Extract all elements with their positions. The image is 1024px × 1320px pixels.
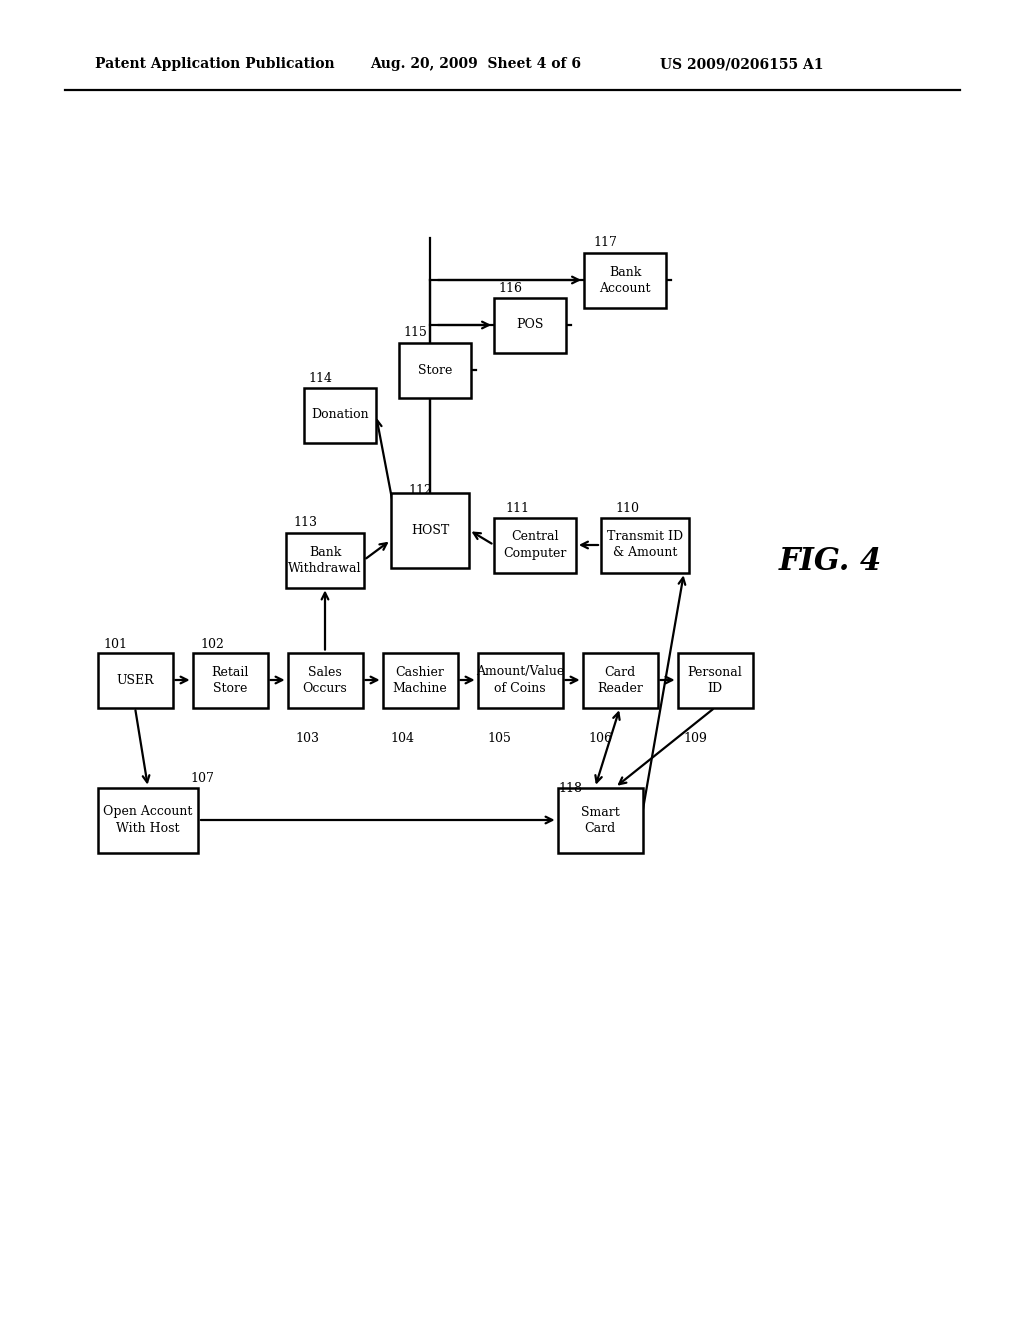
Text: Amount/Value
of Coins: Amount/Value of Coins <box>476 665 564 694</box>
Text: Open Account
With Host: Open Account With Host <box>103 805 193 834</box>
Text: Central
Computer: Central Computer <box>504 531 566 560</box>
Text: HOST: HOST <box>411 524 450 536</box>
Bar <box>383 652 458 708</box>
Bar <box>557 788 642 853</box>
Text: 112: 112 <box>408 483 432 496</box>
Text: 118: 118 <box>558 781 582 795</box>
Bar <box>286 532 364 587</box>
Bar <box>391 492 469 568</box>
Text: 102: 102 <box>200 639 224 652</box>
Text: Bank
Withdrawal: Bank Withdrawal <box>288 545 361 574</box>
Bar <box>97 652 172 708</box>
Bar <box>98 788 198 853</box>
Text: 110: 110 <box>615 502 639 515</box>
Bar <box>494 297 566 352</box>
Bar <box>583 652 657 708</box>
Bar <box>304 388 376 442</box>
Text: 105: 105 <box>487 731 511 744</box>
Text: FIG. 4: FIG. 4 <box>778 546 882 577</box>
Text: 103: 103 <box>295 731 319 744</box>
Text: 113: 113 <box>293 516 317 529</box>
Bar <box>399 342 471 397</box>
Text: Card
Reader: Card Reader <box>597 665 643 694</box>
Bar <box>678 652 753 708</box>
Text: 117: 117 <box>593 236 616 249</box>
Text: Donation: Donation <box>311 408 369 421</box>
Text: 111: 111 <box>505 502 529 515</box>
Bar <box>494 517 575 573</box>
Bar <box>193 652 267 708</box>
Text: 107: 107 <box>190 771 214 784</box>
Text: 116: 116 <box>498 281 522 294</box>
Text: Transmit ID
& Amount: Transmit ID & Amount <box>607 531 683 560</box>
Bar <box>288 652 362 708</box>
Text: US 2009/0206155 A1: US 2009/0206155 A1 <box>660 57 823 71</box>
Text: 101: 101 <box>103 639 127 652</box>
Text: Retail
Store: Retail Store <box>211 665 249 694</box>
Text: Cashier
Machine: Cashier Machine <box>392 665 447 694</box>
Text: 104: 104 <box>390 731 414 744</box>
Bar <box>584 252 666 308</box>
Bar <box>601 517 689 573</box>
Text: 115: 115 <box>403 326 427 339</box>
Text: 114: 114 <box>308 371 332 384</box>
Text: Aug. 20, 2009  Sheet 4 of 6: Aug. 20, 2009 Sheet 4 of 6 <box>370 57 581 71</box>
Text: Personal
ID: Personal ID <box>688 665 742 694</box>
Text: POS: POS <box>516 318 544 331</box>
Text: Store: Store <box>418 363 453 376</box>
Text: Smart
Card: Smart Card <box>581 805 620 834</box>
Text: Sales
Occurs: Sales Occurs <box>303 665 347 694</box>
Bar <box>477 652 562 708</box>
Text: 106: 106 <box>588 731 612 744</box>
Text: Bank
Account: Bank Account <box>599 265 650 294</box>
Text: Patent Application Publication: Patent Application Publication <box>95 57 335 71</box>
Text: USER: USER <box>116 673 154 686</box>
Text: 109: 109 <box>683 731 707 744</box>
